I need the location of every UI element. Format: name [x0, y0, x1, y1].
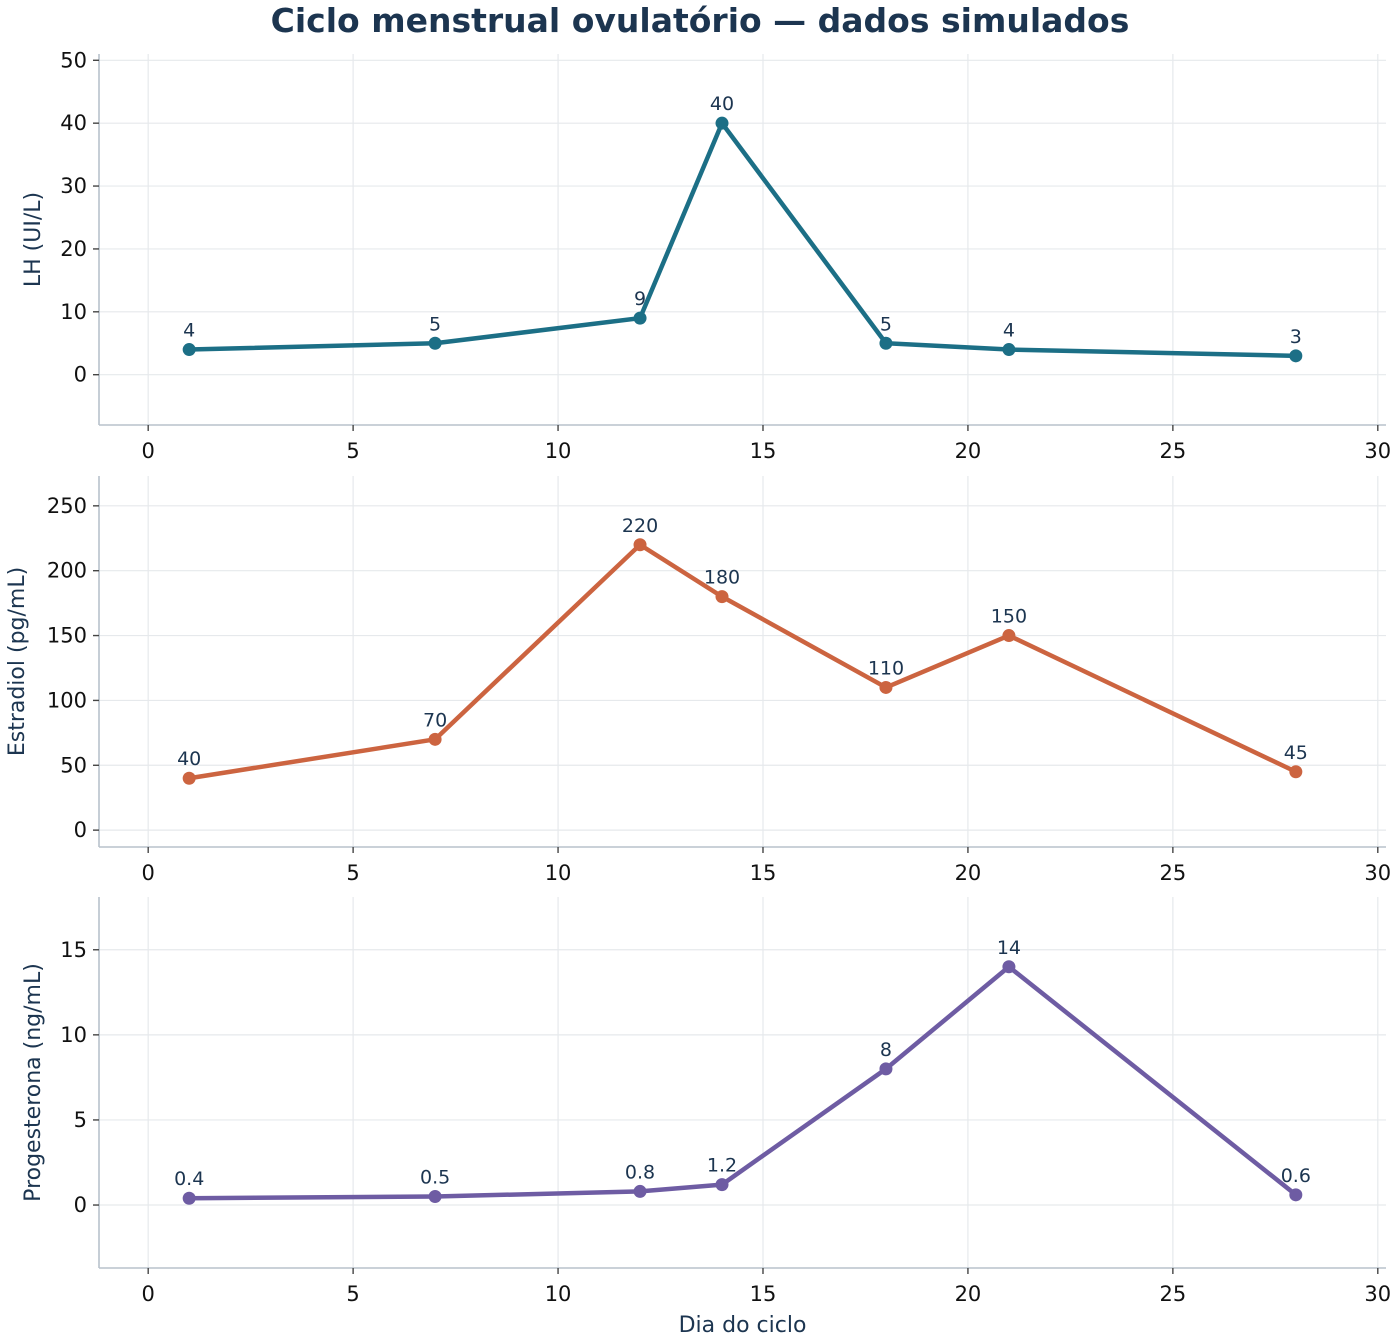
data-point	[1289, 349, 1303, 363]
data-label: 40	[177, 748, 201, 770]
data-label: 4	[1003, 320, 1015, 342]
chart-panel-3: 0 5 10 15 20 25 30 0 5 10 15 Progesterona (ng/mL) Di…	[21, 897, 1391, 1338]
x-tick-label: 15	[750, 1282, 777, 1306]
data-label: 45	[1284, 742, 1308, 764]
y-tick-label: 150	[47, 624, 87, 648]
data-point	[182, 771, 196, 785]
data-label: 40	[710, 93, 734, 115]
x-tick-label: 25	[1159, 861, 1186, 885]
y-tick-label: 0	[74, 818, 87, 842]
data-label: 0.8	[625, 1161, 655, 1183]
x-tick-label: 30	[1364, 861, 1391, 885]
data-label: 5	[880, 313, 892, 335]
data-label: 110	[868, 657, 904, 679]
data-label: 8	[880, 1039, 892, 1061]
x-tick-label: 30	[1364, 1282, 1391, 1306]
data-point	[1002, 960, 1016, 974]
x-tick-label: 10	[545, 1282, 572, 1306]
data-point	[633, 538, 647, 552]
x-tick-label: 5	[346, 1282, 359, 1306]
y-tick-label: 0	[74, 363, 87, 387]
data-point	[1002, 629, 1016, 643]
data-label: 4	[183, 320, 195, 342]
chart-panel-1: 0 5 10 15 20 25 30 0 10 20 30 40 50 LH (UI/L) 4 5 9 40 5 4 3	[21, 48, 1391, 463]
y-tick-label: 30	[60, 174, 87, 198]
y-tick-label: 100	[47, 688, 87, 712]
data-point	[428, 336, 442, 350]
data-point	[715, 1178, 729, 1192]
data-label: 150	[991, 606, 1027, 628]
data-point	[428, 1190, 442, 1204]
data-label: 70	[423, 709, 447, 731]
y-tick-label: 50	[60, 48, 87, 72]
data-point	[879, 336, 893, 350]
data-point	[182, 343, 196, 357]
x-tick-label: 30	[1364, 439, 1391, 463]
x-tick-label: 10	[545, 861, 572, 885]
y-tick-label: 20	[60, 237, 87, 261]
data-label: 9	[634, 288, 646, 310]
y-axis-label: Estradiol (pg/mL)	[5, 567, 30, 756]
y-tick-label: 10	[60, 1023, 87, 1047]
x-tick-label: 20	[955, 1282, 982, 1306]
series-line	[186, 120, 1299, 359]
chart-title: Ciclo menstrual ovulatório — dados simul…	[271, 1, 1130, 40]
x-axis-label: Dia do ciclo	[679, 1313, 807, 1338]
y-tick-label: 250	[47, 494, 87, 518]
x-tick-label: 10	[545, 439, 572, 463]
x-tick-label: 15	[750, 861, 777, 885]
y-tick-label: 15	[60, 938, 87, 962]
y-tick-label: 10	[60, 300, 87, 324]
data-label: 220	[622, 515, 658, 537]
y-tick-label: 50	[60, 753, 87, 777]
x-tick-label: 15	[750, 439, 777, 463]
data-label: 5	[429, 313, 441, 335]
y-tick-label: 0	[74, 1193, 87, 1217]
x-tick-label: 0	[141, 1282, 154, 1306]
data-point	[428, 732, 442, 746]
data-label: 0.6	[1281, 1165, 1311, 1187]
data-label: 0.5	[420, 1167, 450, 1189]
x-tick-label: 0	[141, 861, 154, 885]
y-tick-label: 5	[74, 1108, 87, 1132]
data-label: 3	[1290, 326, 1302, 348]
y-tick-label: 40	[60, 111, 87, 135]
data-point	[879, 680, 893, 694]
data-point	[1289, 1188, 1303, 1202]
y-axis-label: LH (UI/L)	[21, 192, 46, 287]
y-axis-label: Progesterona (ng/mL)	[21, 963, 46, 1202]
data-label: 1.2	[707, 1155, 737, 1177]
series-line	[186, 542, 1299, 781]
y-tick-label: 200	[47, 559, 87, 583]
data-point	[182, 1191, 196, 1205]
x-tick-label: 0	[141, 439, 154, 463]
data-point	[715, 116, 729, 130]
x-tick-label: 20	[955, 861, 982, 885]
data-point	[1289, 765, 1303, 779]
data-point	[633, 1184, 647, 1198]
x-tick-label: 5	[346, 861, 359, 885]
x-tick-label: 25	[1159, 1282, 1186, 1306]
data-point	[633, 311, 647, 325]
data-point	[1002, 343, 1016, 357]
data-point	[715, 590, 729, 604]
series-line	[186, 964, 1299, 1201]
x-tick-label: 25	[1159, 439, 1186, 463]
data-label: 180	[704, 567, 740, 589]
chart-panel-2: 0 5 10 15 20 25 30 0 50 100 150 200 250 Estradiol (pg…	[5, 476, 1391, 885]
data-point	[879, 1062, 893, 1076]
x-tick-label: 20	[955, 439, 982, 463]
data-label: 14	[997, 937, 1021, 959]
x-tick-label: 5	[346, 439, 359, 463]
data-label: 0.4	[174, 1168, 204, 1190]
